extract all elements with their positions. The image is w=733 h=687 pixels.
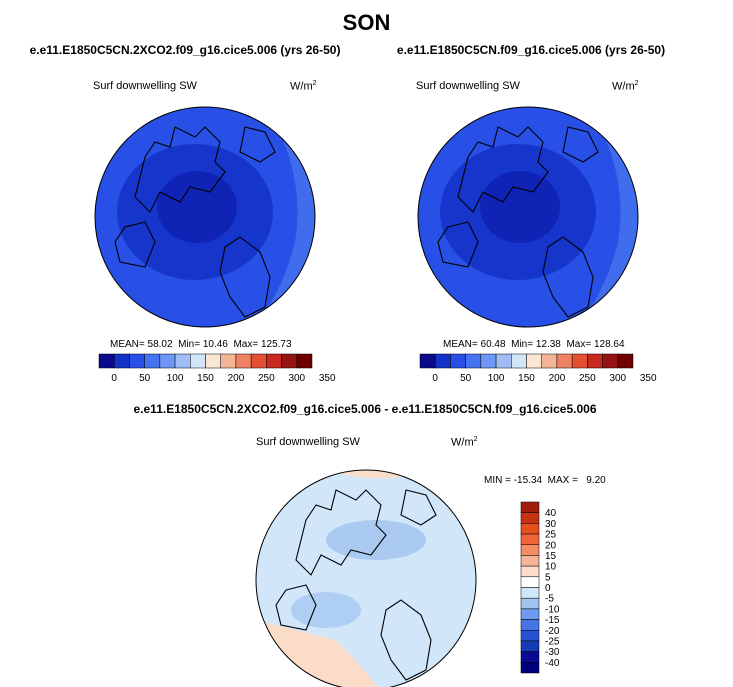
colorbar-3-swatch [520, 619, 540, 631]
colorbar-3-swatch [520, 662, 540, 674]
panel-2-title: e.e11.E1850C5CN.f09_g16.cice5.006 (yrs 2… [396, 43, 666, 57]
colorbar-3-swatch [520, 544, 540, 556]
colorbar-2-swatch [419, 353, 436, 369]
colorbar-3-tick: -20 [545, 626, 560, 637]
panel-1-units: W/m2 [290, 80, 317, 93]
colorbar-1-tick: 300 [288, 373, 305, 384]
colorbar-1-swatch [144, 353, 161, 369]
colorbar-3-swatch [520, 512, 540, 524]
panel-3-title: e.e11.E1850C5CN.2XCO2.f09_g16.cice5.006 … [133, 402, 597, 416]
colorbar-3-tick: 0 [545, 583, 551, 594]
colorbar-3-tick: -25 [545, 636, 560, 647]
colorbar-1-tick: 50 [139, 373, 151, 384]
colorbar-3-tick: 40 [545, 508, 557, 519]
colorbar-3-swatch [520, 597, 540, 610]
colorbar-1-swatch [174, 353, 191, 369]
colorbar-3-swatch [520, 523, 540, 535]
colorbar-2-swatch [450, 353, 466, 369]
colorbar-3-tick: -40 [545, 658, 560, 669]
panel-3-stats: MIN = -15.34 MAX = 9.20 [484, 475, 606, 486]
map-3-border [255, 469, 477, 687]
colorbar-1-swatch [296, 353, 313, 369]
colorbar-2-swatch [480, 353, 497, 369]
panel-1-title: e.e11.E1850C5CN.2XCO2.f09_g16.cice5.006 … [29, 43, 341, 57]
colorbar-3-swatch [520, 501, 540, 513]
colorbar-3-tick: 15 [545, 551, 557, 562]
colorbar-3-swatch [520, 533, 540, 545]
colorbar-3-swatch [520, 640, 540, 652]
colorbar-3-tick: -30 [545, 647, 560, 658]
colorbar-2-swatch [587, 353, 603, 369]
colorbar-2-swatch [617, 353, 634, 369]
colorbar-1-swatch [235, 353, 252, 369]
figure-title: SON [342, 10, 391, 35]
colorbar-3-swatch [520, 565, 540, 578]
panel-1-variable: Surf downwelling SW [93, 80, 197, 92]
colorbar-1-tick: 100 [167, 373, 184, 384]
colorbar-2-tick: 350 [640, 373, 657, 384]
colorbar-2-swatch [495, 353, 512, 369]
colorbar-2-swatch [602, 353, 619, 369]
colorbar-3-tick: 5 [545, 572, 551, 583]
colorbar-3-swatch [520, 630, 540, 642]
panel-2-variable: Surf downwelling SW [416, 80, 520, 92]
map-2-border [417, 106, 639, 328]
colorbar-3-tick: 20 [545, 540, 557, 551]
colorbar-3-tick: -5 [545, 594, 554, 605]
map-1 [95, 107, 315, 327]
colorbar-1-tick: 350 [319, 373, 336, 384]
colorbar-2-tick: 150 [518, 373, 535, 384]
colorbar-1-swatch [98, 353, 115, 369]
panel-3-variable: Surf downwelling SW [256, 436, 360, 448]
colorbar-1-swatch [190, 353, 206, 369]
colorbar-3-swatch [520, 576, 540, 588]
colorbar-1-swatch [113, 353, 130, 369]
colorbar-1-tick: 150 [197, 373, 214, 384]
colorbar-1-swatch [266, 353, 282, 369]
colorbar-1-tick: 250 [258, 373, 275, 384]
colorbar-3-tick: 30 [545, 519, 557, 530]
colorbar-1-swatch [281, 353, 298, 369]
colorbar-2-swatch [511, 353, 527, 369]
colorbar-3-swatch [520, 555, 540, 567]
colorbar-1-swatch [250, 353, 267, 369]
map-2 [418, 107, 638, 327]
colorbar-3-swatch [520, 608, 540, 620]
colorbar-1-tick: 0 [111, 373, 117, 384]
colorbar-2-swatch [434, 353, 451, 369]
colorbar-1-swatch [205, 353, 221, 369]
colorbar-1-swatch [159, 353, 176, 369]
panel-3-units: W/m2 [451, 436, 478, 449]
colorbar-3-tick: 10 [545, 562, 557, 573]
colorbar-2-swatch [541, 353, 558, 369]
colorbar-1-swatch [220, 353, 237, 369]
colorbar-1-swatch [129, 353, 145, 369]
panel-2-stats: MEAN= 60.48 Min= 12.38 Max= 128.64 [443, 339, 625, 350]
colorbar-2-tick: 200 [549, 373, 566, 384]
colorbar-2-tick: 0 [432, 373, 438, 384]
colorbar-2-tick: 250 [579, 373, 596, 384]
colorbar-3-tick: -15 [545, 615, 560, 626]
map-3 [256, 470, 476, 687]
map-1-border [94, 106, 316, 328]
panel-1-stats: MEAN= 58.02 Min= 10.46 Max= 125.73 [110, 339, 292, 350]
colorbar-3-swatch [520, 651, 540, 663]
colorbar-2-swatch [571, 353, 588, 369]
colorbar-3-tick: 25 [545, 530, 557, 541]
colorbar-2-swatch [556, 353, 573, 369]
colorbar-3-swatch [520, 587, 540, 599]
colorbar-2-swatch [465, 353, 482, 369]
colorbar-1-tick: 200 [228, 373, 245, 384]
colorbar-2-tick: 300 [609, 373, 626, 384]
panel-2-units: W/m2 [612, 80, 639, 93]
colorbar-2-swatch [526, 353, 542, 369]
colorbar-3-tick: -10 [545, 604, 560, 615]
colorbar-2-tick: 100 [488, 373, 505, 384]
colorbar-2-tick: 50 [460, 373, 472, 384]
